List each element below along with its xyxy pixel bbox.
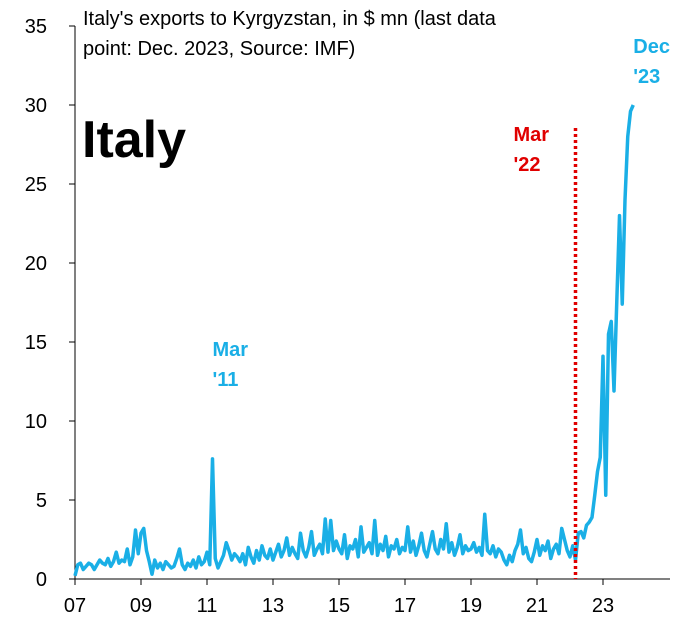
x-tick-label: 15 (328, 595, 350, 617)
y-tick-label: 0 (36, 569, 47, 591)
annotation: Italy (82, 111, 187, 169)
x-tick-label: 07 (64, 595, 86, 617)
x-tick-label: 13 (262, 595, 284, 617)
y-tick-label: 15 (25, 332, 47, 354)
annotation: Mar '22 (513, 124, 550, 176)
chart-title: Italy's exports to Kyrgyzstan, in $ mn (… (83, 8, 496, 60)
data-line (73, 104, 635, 577)
annotation: Mar '11 (212, 339, 249, 391)
x-tick-label: 23 (592, 595, 614, 617)
y-tick-label: 10 (25, 411, 47, 433)
y-tick-label: 25 (25, 174, 47, 196)
x-tick-label: 09 (130, 595, 152, 617)
y-tick-label: 35 (25, 16, 47, 38)
y-tick-label: 20 (25, 253, 47, 275)
x-tick-label: 19 (460, 595, 482, 617)
annotation: Dec '23 (633, 36, 670, 88)
y-tick-label: 5 (36, 490, 47, 512)
x-tick-label: 21 (526, 595, 548, 617)
x-tick-label: 17 (394, 595, 416, 617)
y-tick-label: 30 (25, 95, 47, 117)
x-tick-label: 11 (197, 595, 218, 617)
